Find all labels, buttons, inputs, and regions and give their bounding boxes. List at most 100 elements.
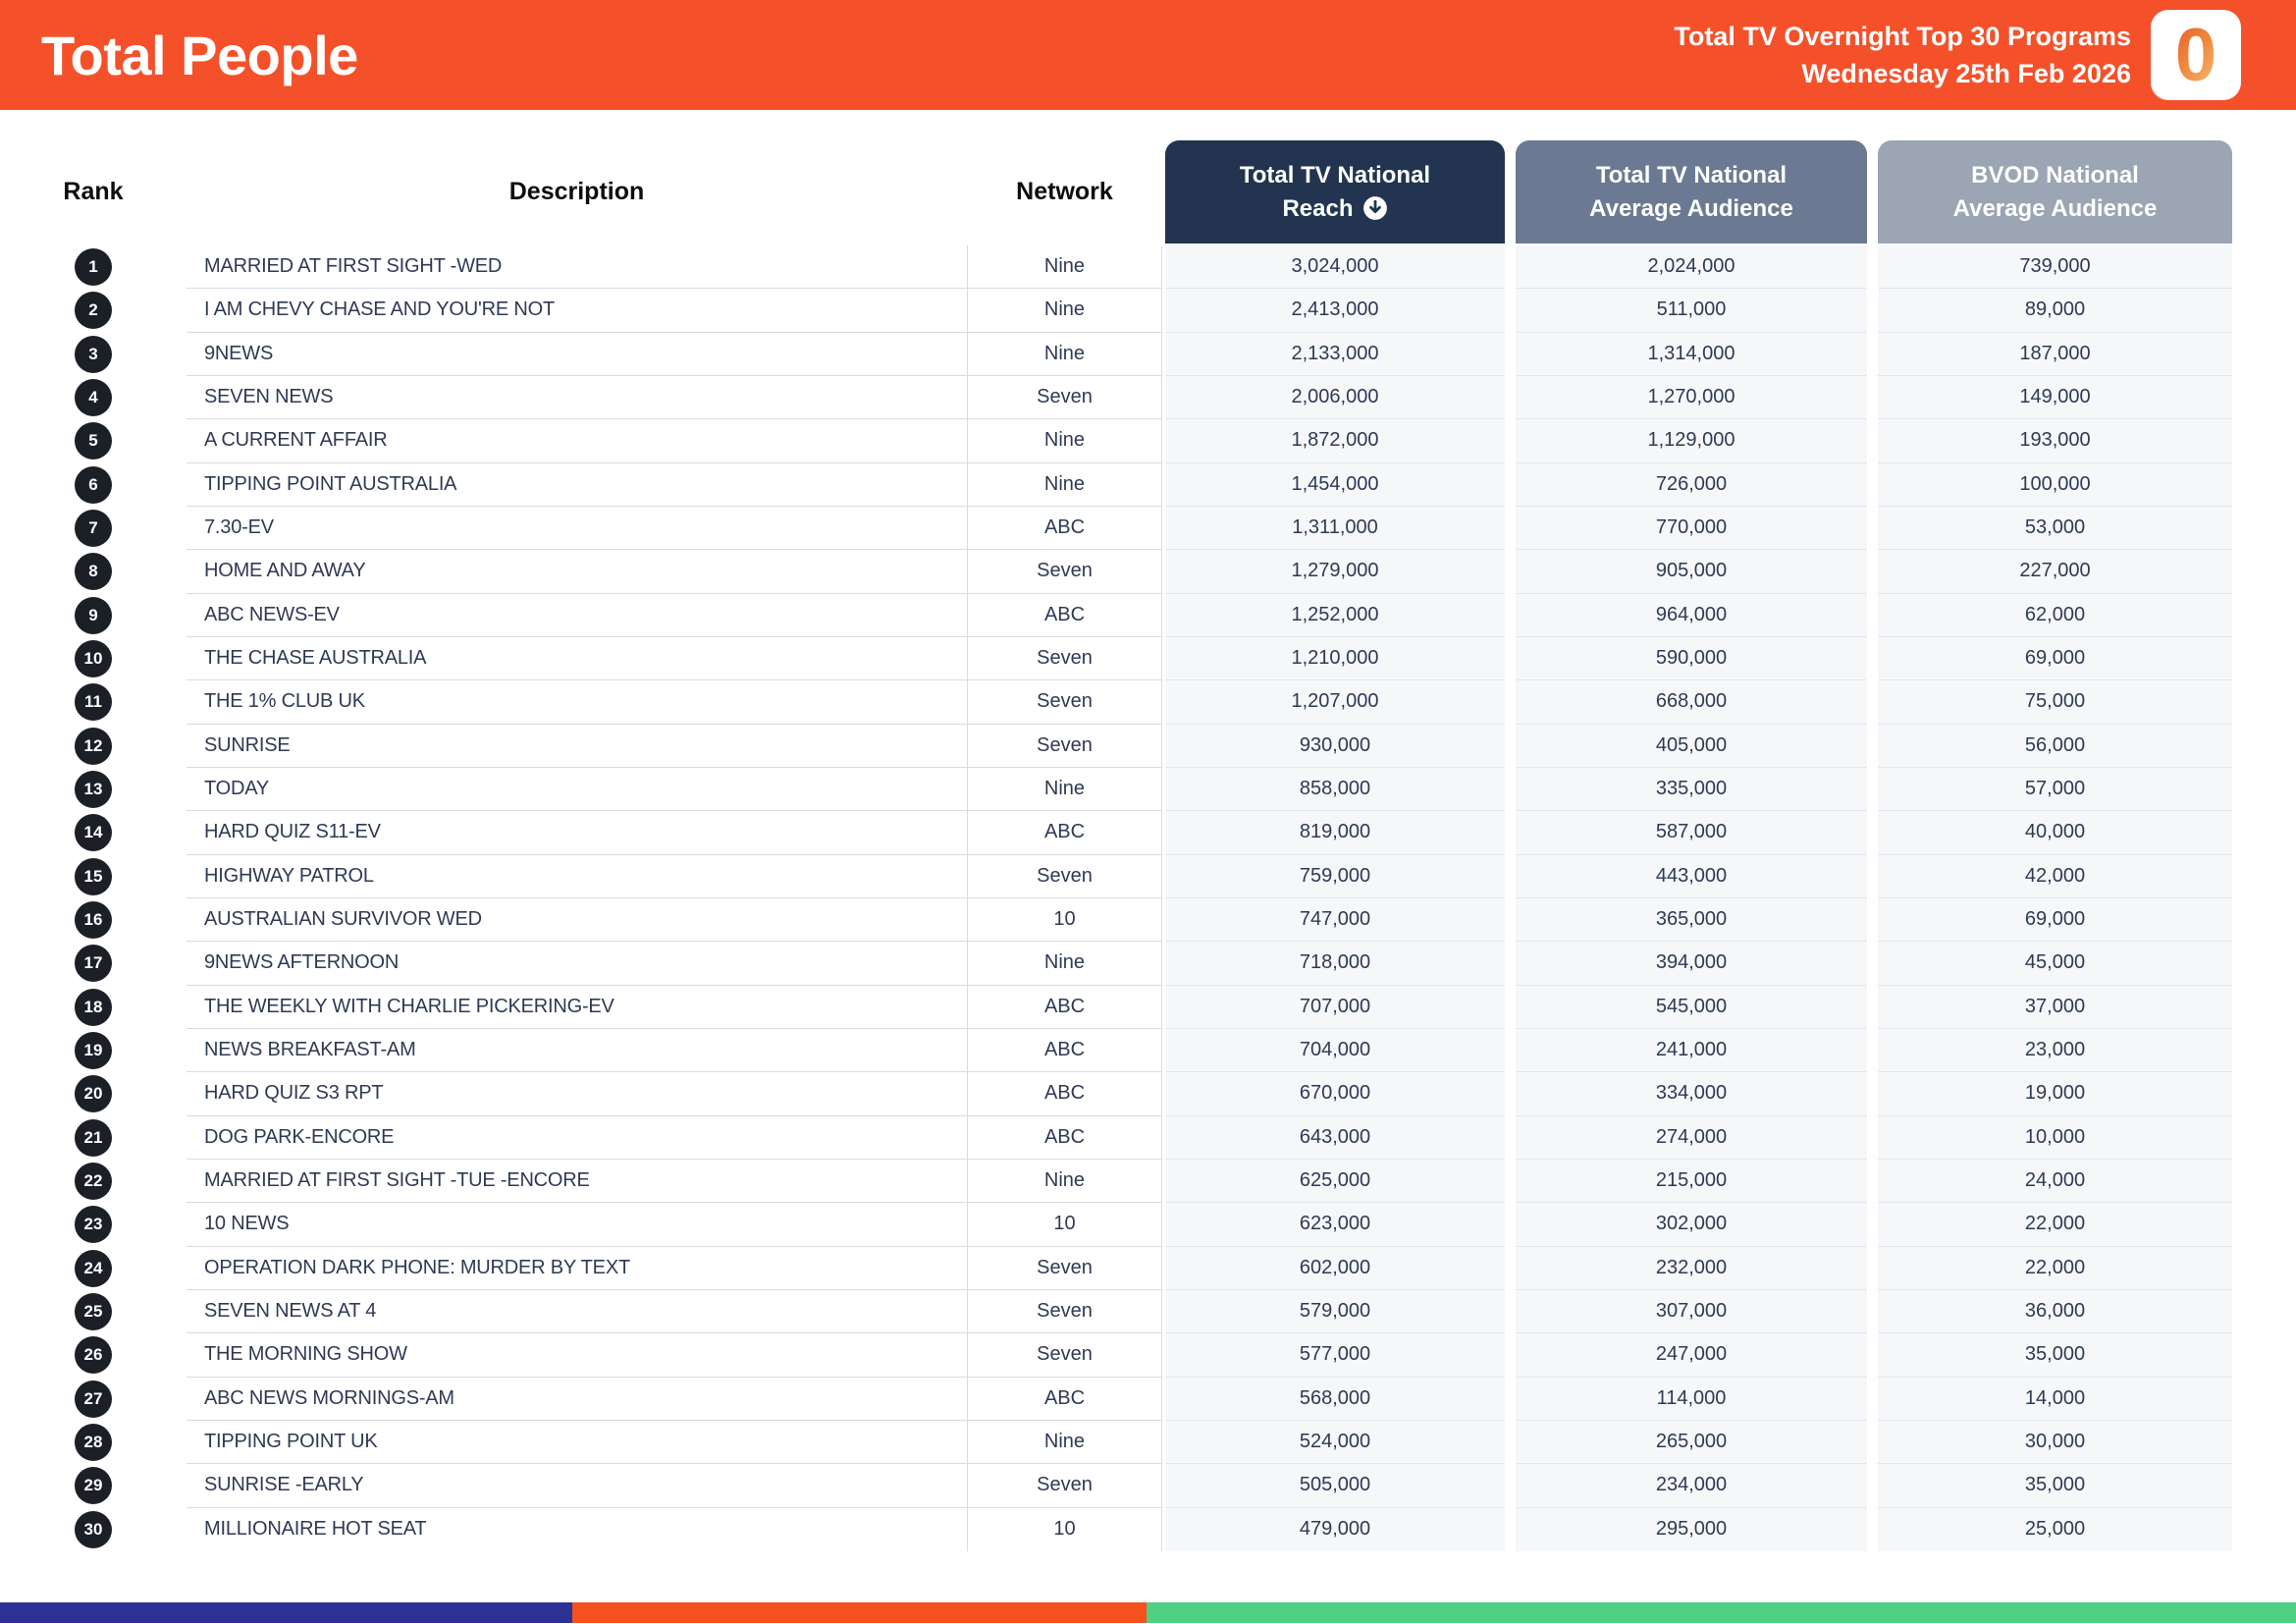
rank-badge: 22: [75, 1163, 112, 1201]
table-row: 28 TIPPING POINT UK Nine 524,000 265,000 30,0…: [0, 1420, 2296, 1465]
description-cell: THE MORNING SHOW: [187, 1333, 967, 1378]
avg-audience-cell: 334,000: [1516, 1072, 1867, 1116]
table-row: 20 HARD QUIZ S3 RPT ABC 670,000 334,000 19,00…: [0, 1072, 2296, 1116]
avg-audience-cell: 241,000: [1516, 1028, 1867, 1073]
rank-cell: 9: [0, 594, 187, 637]
rank-cell: 18: [0, 986, 187, 1029]
bvod-audience-cell: 45,000: [1878, 942, 2232, 986]
description-cell: HIGHWAY PATROL: [187, 855, 967, 898]
network-cell: Seven: [967, 1246, 1162, 1290]
rank-cell: 29: [0, 1464, 187, 1507]
rank-cell: 15: [0, 855, 187, 898]
table-row: 3 9NEWS Nine 2,133,000 1,314,000 187,000: [0, 332, 2296, 376]
bvod-audience-cell: 42,000: [1878, 854, 2232, 898]
description-cell: TIPPING POINT AUSTRALIA: [187, 463, 967, 507]
reach-cell: 1,311,000: [1165, 506, 1505, 551]
reach-cell: 479,000: [1165, 1507, 1505, 1551]
rank-cell: 13: [0, 768, 187, 811]
bvod-audience-cell: 22,000: [1878, 1203, 2232, 1247]
table-row: 1 MARRIED AT FIRST SIGHT -WED Nine 3,024,00…: [0, 245, 2296, 290]
avg-audience-cell: 365,000: [1516, 897, 1867, 943]
rank-badge: 18: [75, 988, 112, 1026]
bvod-header-line1: BVOD National: [1971, 162, 2139, 189]
column-header-total-tv-average[interactable]: Total TV National Average Audience: [1516, 140, 1867, 244]
network-cell: Nine: [967, 767, 1162, 812]
reach-cell: 747,000: [1165, 897, 1505, 943]
rank-badge: 10: [75, 640, 112, 678]
reach-cell: 623,000: [1165, 1203, 1505, 1247]
footer-bar-green-segment: [1147, 1602, 2296, 1623]
bvod-audience-cell: 10,000: [1878, 1115, 2232, 1160]
network-cell: Seven: [967, 375, 1162, 420]
table-row: 4 SEVEN NEWS Seven 2,006,000 1,270,000 149,00…: [0, 375, 2296, 420]
column-header-total-tv-reach[interactable]: Total TV National Reach: [1165, 140, 1505, 244]
rank-badge: 4: [75, 379, 112, 417]
table-row: 24 OPERATION DARK PHONE: MURDER BY TEXT Se…: [0, 1246, 2296, 1290]
table-row: 2 I AM CHEVY CHASE AND YOU'RE NOT Nine 2,41…: [0, 289, 2296, 333]
report-subtitle: Total TV Overnight Top 30 Programs Wedne…: [1674, 18, 2131, 93]
reach-cell: 3,024,000: [1165, 245, 1505, 290]
network-cell: Seven: [967, 550, 1162, 594]
network-cell: ABC: [967, 1028, 1162, 1073]
rank-badge: 19: [75, 1032, 112, 1070]
avg-audience-cell: 770,000: [1516, 506, 1867, 551]
rank-badge: 8: [75, 553, 112, 591]
rank-badge: 23: [75, 1206, 112, 1244]
network-cell: Nine: [967, 1159, 1162, 1204]
network-cell: ABC: [967, 506, 1162, 551]
rank-badge: 1: [75, 248, 112, 287]
column-header-bvod-average[interactable]: BVOD National Average Audience: [1878, 140, 2232, 244]
rank-cell: 17: [0, 942, 187, 985]
reach-cell: 524,000: [1165, 1420, 1505, 1465]
avg-audience-cell: 2,024,000: [1516, 245, 1867, 290]
rank-cell: 22: [0, 1160, 187, 1203]
description-cell: TIPPING POINT UK: [187, 1421, 967, 1465]
description-cell: SEVEN NEWS AT 4: [187, 1290, 967, 1334]
banner-right: Total TV Overnight Top 30 Programs Wedne…: [1674, 10, 2241, 100]
network-cell: Seven: [967, 636, 1162, 681]
table-row: 29 SUNRISE -EARLY Seven 505,000 234,000 35,00…: [0, 1464, 2296, 1508]
rank-cell: 6: [0, 463, 187, 507]
reach-cell: 568,000: [1165, 1377, 1505, 1421]
bvod-audience-cell: 56,000: [1878, 724, 2232, 768]
rank-cell: 10: [0, 637, 187, 680]
network-cell: ABC: [967, 1377, 1162, 1421]
sort-descending-icon: [1362, 196, 1387, 220]
rank-badge: 6: [75, 465, 112, 504]
column-header-network: Network: [1016, 178, 1113, 205]
description-cell: ABC NEWS MORNINGS-AM: [187, 1378, 967, 1421]
avg-audience-cell: 905,000: [1516, 550, 1867, 594]
description-cell: A CURRENT AFFAIR: [187, 419, 967, 463]
bvod-audience-cell: 739,000: [1878, 245, 2232, 290]
rank-badge: 3: [75, 335, 112, 373]
reach-cell: 577,000: [1165, 1333, 1505, 1378]
network-cell: ABC: [967, 985, 1162, 1029]
bvod-audience-cell: 23,000: [1878, 1028, 2232, 1073]
avg-audience-cell: 232,000: [1516, 1246, 1867, 1290]
rank-cell: 24: [0, 1247, 187, 1290]
rank-cell: 26: [0, 1333, 187, 1377]
rank-cell: 25: [0, 1290, 187, 1333]
reach-cell: 625,000: [1165, 1159, 1505, 1204]
table-row: 5 A CURRENT AFFAIR Nine 1,872,000 1,129,000 1…: [0, 419, 2296, 463]
reach-cell: 643,000: [1165, 1115, 1505, 1160]
table-row: 9 ABC NEWS-EV ABC 1,252,000 964,000 62,000: [0, 593, 2296, 637]
avg-audience-cell: 1,270,000: [1516, 375, 1867, 420]
network-cell: Nine: [967, 332, 1162, 376]
bvod-audience-cell: 89,000: [1878, 289, 2232, 333]
avg-audience-cell: 590,000: [1516, 636, 1867, 681]
rank-badge: 13: [75, 771, 112, 809]
description-cell: HOME AND AWAY: [187, 550, 967, 594]
bvod-audience-cell: 35,000: [1878, 1464, 2232, 1508]
table-row: 12 SUNRISE Seven 930,000 405,000 56,000: [0, 724, 2296, 768]
report-date: Wednesday 25th Feb 2026: [1801, 59, 2131, 88]
table-row: 22 MARRIED AT FIRST SIGHT -TUE -ENCORE Nin…: [0, 1159, 2296, 1204]
description-cell: MARRIED AT FIRST SIGHT -TUE -ENCORE: [187, 1160, 967, 1204]
reach-cell: 1,207,000: [1165, 680, 1505, 725]
bvod-audience-cell: 193,000: [1878, 419, 2232, 463]
avg-audience-cell: 443,000: [1516, 854, 1867, 898]
avg-audience-cell: 545,000: [1516, 985, 1867, 1029]
rank-badge: 30: [75, 1510, 112, 1548]
rank-cell: 7: [0, 507, 187, 550]
network-cell: Seven: [967, 724, 1162, 768]
